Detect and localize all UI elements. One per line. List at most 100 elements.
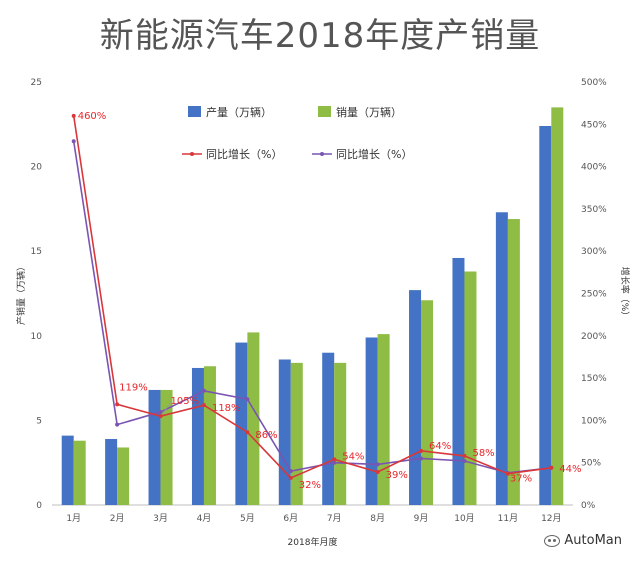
y-tick-label: 5 xyxy=(36,416,42,426)
y2-tick-label: 300% xyxy=(581,247,607,257)
y-tick-label: 25 xyxy=(31,78,42,88)
yoy-point-red xyxy=(115,402,120,407)
production-bar xyxy=(61,435,74,505)
data-label: 32% xyxy=(299,480,321,491)
y2-tick-label: 50% xyxy=(581,459,601,469)
yoy-point-purple xyxy=(115,422,120,427)
y-tick-label: 10 xyxy=(31,332,43,342)
yoy-point-red xyxy=(288,475,293,480)
x-tick-label: 6月 xyxy=(283,513,298,524)
sales-bar xyxy=(551,107,564,505)
legend-label-sales: 销量（万辆） xyxy=(336,105,402,119)
x-tick-label: 5月 xyxy=(240,513,255,524)
legend-label-yoy-red: 同比增长（%） xyxy=(206,147,282,161)
sales-bar xyxy=(507,219,520,505)
x-tick-label: 10月 xyxy=(454,513,474,524)
sales-bar xyxy=(160,389,173,505)
yoy-point-red xyxy=(375,470,380,475)
production-bar xyxy=(278,359,291,505)
data-label: 86% xyxy=(255,430,277,441)
yoy-point-red xyxy=(71,113,76,118)
legend-marker-yoy-red xyxy=(190,152,194,156)
x-tick-label: 4月 xyxy=(197,513,212,524)
legend-marker-yoy-purple xyxy=(320,152,324,156)
wechat-icon xyxy=(544,534,561,547)
sales-bar xyxy=(421,300,434,505)
yoy-point-red xyxy=(505,471,510,476)
production-bar xyxy=(322,352,335,505)
legend-swatch-production xyxy=(188,106,201,117)
y-tick-label: 0 xyxy=(36,501,42,511)
yoy-point-red xyxy=(549,465,554,470)
yoy-point-purple xyxy=(245,397,250,402)
x-tick-label: 12月 xyxy=(541,513,561,524)
data-label: 118% xyxy=(212,403,241,414)
yoy-point-purple xyxy=(201,388,206,393)
data-label: 119% xyxy=(119,382,148,393)
data-label: 58% xyxy=(472,448,494,459)
x-tick-label: 9月 xyxy=(414,513,429,524)
sales-bar xyxy=(117,447,130,505)
production-bar xyxy=(105,439,118,505)
y2-tick-label: 250% xyxy=(581,290,607,300)
yoy-point-purple xyxy=(375,462,380,467)
x-tick-label: 7月 xyxy=(327,513,342,524)
production-bar xyxy=(539,125,552,505)
yoy-line-purple xyxy=(72,141,552,474)
watermark-text: AutoMan xyxy=(564,533,622,548)
data-label: 64% xyxy=(429,441,451,452)
y2-tick-label: 450% xyxy=(581,120,607,130)
y-axis-title: 产销量（万辆） xyxy=(15,262,27,325)
legend-label-production: 产量（万辆） xyxy=(206,105,272,119)
y-tick-label: 20 xyxy=(31,163,43,173)
sales-bar xyxy=(464,271,477,505)
data-label: 54% xyxy=(342,451,364,462)
yoy-point-purple xyxy=(419,456,424,461)
sales-bar xyxy=(334,362,347,505)
yoy-point-purple xyxy=(158,409,163,414)
leader-line xyxy=(162,401,171,415)
production-bar xyxy=(452,257,465,505)
y2-tick-label: 350% xyxy=(581,205,607,215)
y2-axis-title: 增长率（%） xyxy=(619,267,631,321)
watermark: AutoMan xyxy=(544,533,622,548)
legend-swatch-sales xyxy=(318,106,331,117)
x-tick-label: 11月 xyxy=(498,513,518,524)
y2-tick-label: 500% xyxy=(581,78,607,88)
data-label: 460% xyxy=(78,111,107,122)
sales-bar xyxy=(247,332,260,505)
x-tick-label: 1月 xyxy=(66,513,81,524)
data-label: 39% xyxy=(386,470,408,481)
production-bar xyxy=(365,337,378,505)
data-label: 105% xyxy=(171,396,200,407)
yoy-point-red xyxy=(245,430,250,435)
y2-tick-label: 0% xyxy=(581,501,596,511)
yoy-point-purple xyxy=(332,460,337,465)
production-bar xyxy=(409,290,422,505)
production-bar xyxy=(495,212,508,505)
yoy-line-red xyxy=(72,115,552,479)
yoy-point-purple xyxy=(462,459,467,464)
chart-title: 新能源汽车2018年度产销量 xyxy=(99,16,541,56)
yoy-point-red xyxy=(462,453,467,458)
production-bar xyxy=(148,389,161,505)
sales-bar xyxy=(203,366,216,505)
x-tick-label: 2月 xyxy=(110,513,125,524)
data-label: 37% xyxy=(510,474,532,485)
y2-tick-label: 200% xyxy=(581,332,607,342)
data-label: 44% xyxy=(559,464,581,475)
yoy-point-purple xyxy=(71,139,76,144)
x-axis-title: 2018年月度 xyxy=(288,536,338,548)
x-tick-label: 8月 xyxy=(370,513,385,524)
y2-tick-label: 400% xyxy=(581,163,607,173)
y2-tick-label: 100% xyxy=(581,416,607,426)
yoy-point-red xyxy=(419,448,424,453)
yoy-point-red xyxy=(332,457,337,462)
sales-bar xyxy=(73,440,86,505)
yoy-point-red xyxy=(201,403,206,408)
legend-label-yoy-purple: 同比增长（%） xyxy=(336,147,412,161)
production-bar xyxy=(191,367,204,505)
y-tick-label: 15 xyxy=(31,247,42,257)
yoy-point-purple xyxy=(288,469,293,474)
